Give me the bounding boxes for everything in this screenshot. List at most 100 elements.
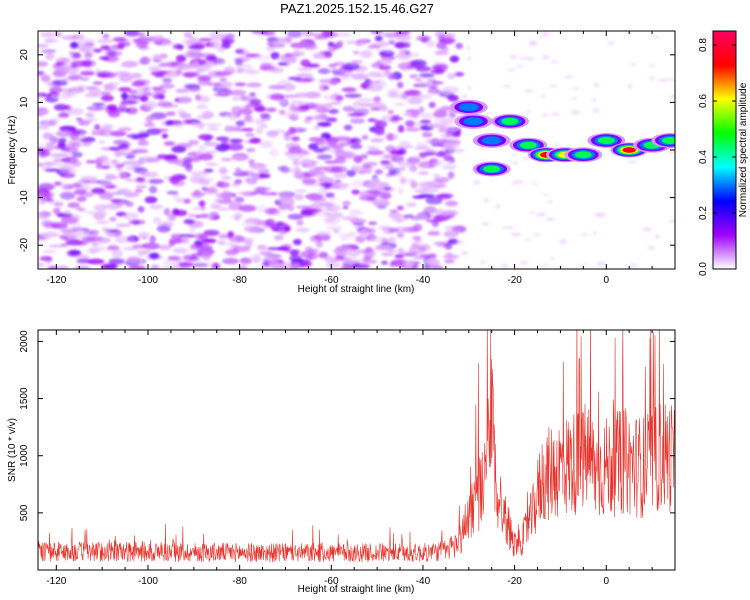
spectrogram-cell <box>387 93 406 99</box>
spectrogram-cell <box>104 51 123 57</box>
spectrogram-cell <box>175 143 192 149</box>
spectrogram-cell <box>533 233 541 237</box>
spectrogram-cell <box>266 36 280 43</box>
spectrogram-cell <box>182 254 197 261</box>
spectrogram-cell <box>525 110 532 114</box>
spectrogram-cell <box>370 187 379 196</box>
spectrogram-cell <box>89 229 99 236</box>
spectrogram-cell <box>549 84 558 88</box>
spectrogram-cell <box>56 130 73 138</box>
spectrogram-cell <box>418 106 425 114</box>
spectrogram-cell <box>197 75 212 82</box>
spectrogram-cell <box>57 142 66 148</box>
spectrogram-cell <box>244 228 263 232</box>
spectrogram-cell <box>436 41 447 50</box>
spectrogram-cell <box>233 127 245 132</box>
spectrogram-cell <box>59 191 76 200</box>
spectrogram-cell <box>443 128 458 132</box>
spectrogram-cell <box>376 49 394 53</box>
spectrogram-cell <box>61 35 78 40</box>
spectrogram-cell <box>42 250 57 254</box>
spectrogram-cell <box>130 149 149 154</box>
spectrogram-cell <box>295 227 311 233</box>
spectrogram-cell <box>213 93 230 97</box>
spectrogram-cell <box>416 35 432 42</box>
spectrogram-cell <box>150 35 164 40</box>
spectrogram-cell <box>428 101 436 109</box>
spectrogram-cell <box>174 209 188 217</box>
spectrogram-cell <box>607 41 615 46</box>
spectrogram-cell <box>302 77 316 82</box>
spectrogram-cell <box>144 250 152 254</box>
spectrogram-cell <box>521 157 531 160</box>
spectrogram-cell <box>240 222 250 226</box>
spectrogram-cell <box>642 226 652 232</box>
spectrogram-cell <box>248 159 255 165</box>
spectrogram-cell <box>106 184 118 189</box>
spectrogram-y-tick-label: 20 <box>19 49 30 61</box>
spectrogram-cell <box>135 41 148 49</box>
spectrogram-cell <box>378 64 392 71</box>
spectrogram-cell <box>38 199 46 205</box>
spectrogram-cell <box>170 233 184 239</box>
spectrogram-cell <box>50 153 68 158</box>
spectrogram-cell <box>221 176 232 180</box>
spectrogram-cell <box>593 83 600 87</box>
spectrogram-cell <box>229 215 242 219</box>
spectrogram-cell <box>403 214 415 219</box>
spectrogram-cell <box>128 89 139 95</box>
snr-y-ticks: 500 1000 1500 2000 <box>19 330 675 521</box>
spectrogram-cell <box>286 109 300 118</box>
spectrogram-cell <box>38 71 46 75</box>
spectrogram-cell <box>77 134 86 141</box>
spectrogram-cell <box>570 110 580 115</box>
spectrogram-cell <box>368 146 379 152</box>
spectrogram-cell <box>97 156 109 165</box>
spectrogram-cell <box>179 234 196 238</box>
spectrogram-cell <box>234 196 245 204</box>
spectrogram-cell <box>210 203 221 209</box>
spectrogram-cell <box>51 222 68 229</box>
spectrogram-cell <box>387 109 394 115</box>
spectrogram-cell <box>467 56 472 61</box>
spectrogram-cell <box>450 148 465 153</box>
snr-panel: -120 -100 -80 -60 -40 -20 0 500 1000 1500 2000 He… <box>7 329 676 595</box>
spectrogram-cell <box>256 204 268 213</box>
spectrogram-cell <box>668 219 675 223</box>
spectrogram-cell <box>536 212 546 218</box>
spectrogram-cell <box>341 87 357 92</box>
spectrogram-cell <box>443 154 452 162</box>
spectrogram-cell <box>188 139 199 146</box>
spectrogram-cell <box>273 234 284 241</box>
spectrogram-cell <box>114 150 122 158</box>
spectrogram-cell <box>345 39 358 45</box>
spectrogram-cell <box>85 160 98 164</box>
spectrogram-cell <box>292 159 300 166</box>
spectrogram-cell <box>266 93 281 101</box>
spectrogram-cell <box>229 89 247 96</box>
spectrogram-cell <box>387 74 396 80</box>
spectrogram-cell <box>245 217 260 224</box>
spectrogram-cell <box>292 262 301 266</box>
spectrogram-cell <box>227 231 235 238</box>
spectrogram-cell <box>446 72 456 80</box>
spectrogram-cell <box>525 56 535 61</box>
spectrogram-cell <box>439 123 448 128</box>
spectrogram-cell <box>98 140 105 144</box>
spectrogram-feature-level <box>662 137 675 144</box>
spectrogram-cell <box>351 218 367 225</box>
spectrogram-cell <box>353 155 363 164</box>
spectrogram-cell <box>244 177 255 183</box>
spectrogram-cell <box>369 107 382 111</box>
spectrogram-cell <box>441 33 456 38</box>
spectrogram-cell <box>276 246 290 251</box>
spectrogram-cell <box>101 263 118 269</box>
spectrogram-cell <box>294 193 305 201</box>
spectrogram-cell <box>342 205 349 209</box>
spectrogram-cell <box>321 31 334 38</box>
spectrogram-cell <box>162 77 173 84</box>
spectrogram-cell <box>347 231 357 238</box>
spectrogram-cell <box>502 226 509 230</box>
spectrogram-cell <box>61 63 72 69</box>
spectrogram-cell <box>112 191 126 195</box>
